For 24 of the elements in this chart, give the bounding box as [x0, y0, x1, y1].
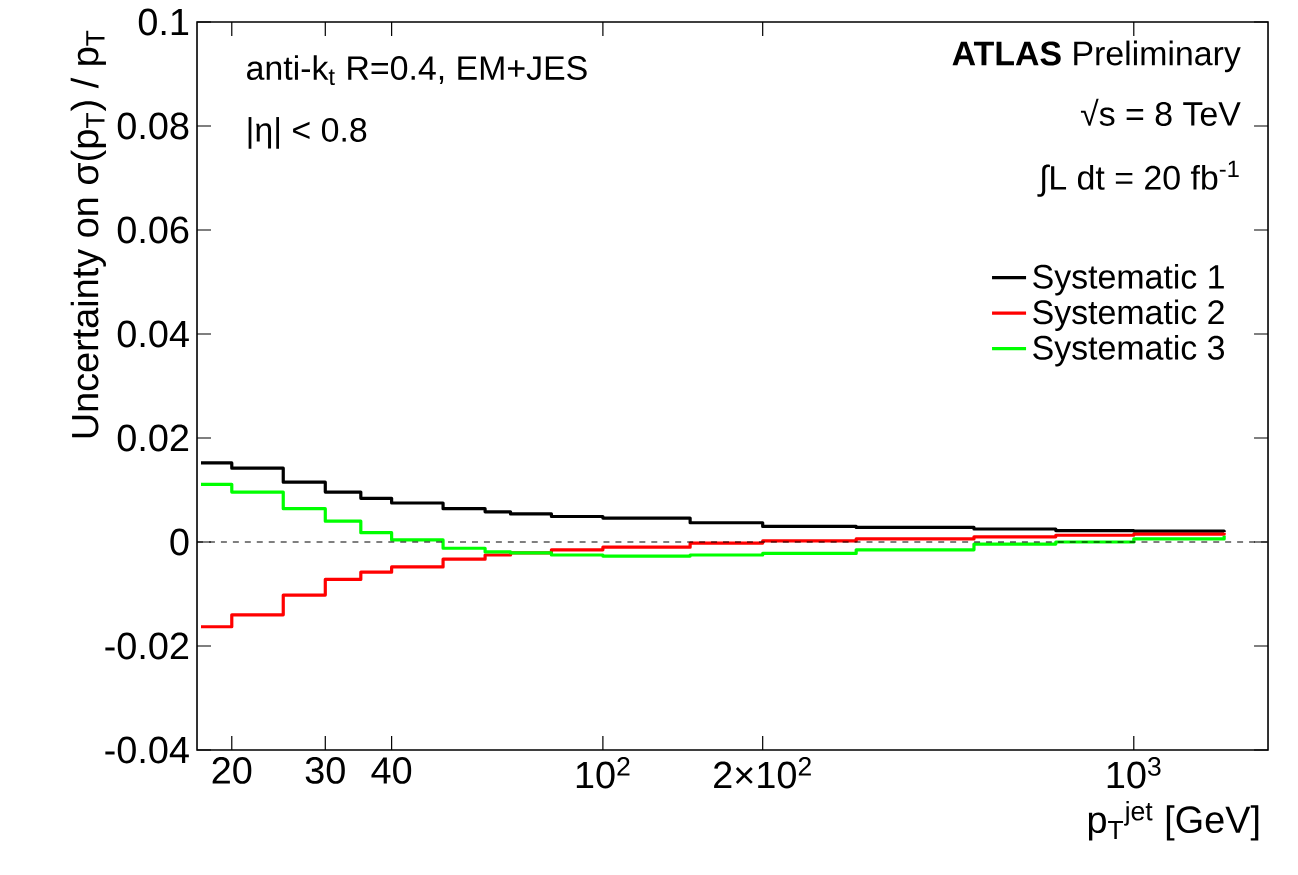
annotation: √s = 8 TeV [1080, 98, 1241, 126]
legend-label: Systematic 3 [1033, 334, 1224, 367]
legend-label: Systematic 1 [1033, 263, 1224, 296]
x-axis-title: p$_{T}$$^{jet}$ [GeV] [1088, 801, 1259, 841]
y-tick-label: 0.06 [117, 216, 189, 244]
x-tick-label: 2×10$^{2}$ [714, 757, 811, 789]
y-tick-label: -0.04 [105, 736, 189, 764]
x-tick-label: 10$^{2}$ [576, 757, 630, 789]
x-tick-label: 30 [305, 757, 345, 784]
y-tick-label: 0 [170, 528, 189, 556]
y-tick-label: 0.02 [117, 424, 189, 452]
x-tick-label: 40 [371, 757, 412, 784]
x-tick-label: 20 [212, 757, 252, 784]
annotation: ∫L dt = 20 fb$^{-1}$ [1037, 160, 1239, 197]
annotation: |η| < 0.8 [248, 117, 367, 149]
x-tick-label: 10$^{3}$ [1107, 757, 1161, 789]
y-axis-title: Uncertainty on σ(p$_{T}$) / p$_{T}$ [70, 30, 106, 438]
y-tick-label: 0.04 [117, 320, 189, 348]
y-tick-label: 0.08 [117, 112, 189, 140]
annotation: anti-k$_{t}$ R=0.4, EM+JES [247, 55, 587, 86]
annotation: ATLAS Preliminary [952, 40, 1241, 73]
y-tick-label: -0.02 [105, 632, 189, 660]
legend-label: Systematic 2 [1033, 299, 1224, 331]
y-tick-label: 0.1 [138, 8, 189, 36]
